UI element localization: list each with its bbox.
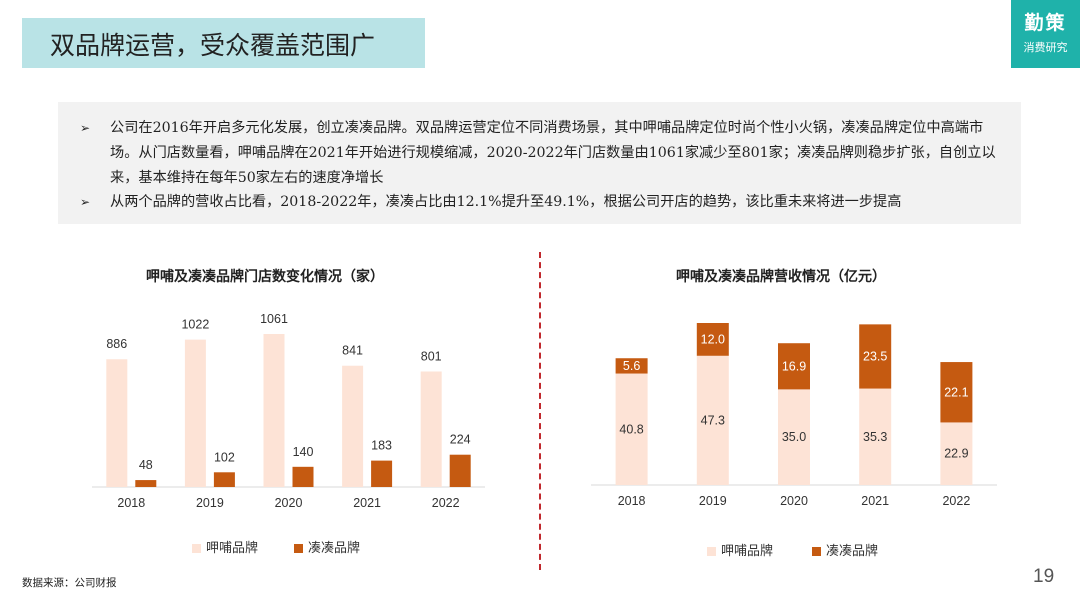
data-label-coucou-2021: 23.5: [863, 349, 887, 363]
revenue-chart: 40.8 5.6 2018 47.3 12.0 2019 35.0 16.9 2020 35.3 2…: [591, 323, 997, 508]
bar-coucou-2019: [213, 472, 235, 487]
data-label-coucou-2020: 140: [293, 445, 314, 459]
x-tick-2020: 2020: [275, 496, 303, 510]
bar-xiabu-2020: [778, 389, 810, 485]
page-number: 19: [1033, 566, 1055, 587]
bar-coucou-2020: [292, 466, 314, 487]
summary-box: ➢ 公司在2016年开启多元化发展，创立凑凑品牌。双品牌运营定位不同消费场景，其…: [58, 102, 1021, 224]
bar-coucou-2020: [778, 343, 810, 390]
brand-subtitle: 消费研究: [1023, 41, 1068, 54]
page-title: 双品牌运营，受众覆盖范围广: [50, 31, 376, 60]
bar-xiabu-2021: [859, 388, 892, 485]
data-label-coucou-2018: 5.6: [623, 359, 640, 373]
data-label-xiabu-2018: 886: [106, 337, 127, 351]
data-label-xiabu-2022: 801: [421, 349, 442, 363]
x-tick-2018: 2018: [117, 496, 145, 510]
x-tick-2021: 2021: [861, 494, 889, 508]
legend-swatch: [294, 544, 303, 553]
bar-xiabu-2021: [342, 365, 364, 487]
data-label-xiabu-2021: 841: [342, 344, 363, 358]
data-label-xiabu-2019: 47.3: [701, 413, 725, 427]
bar-coucou-2021: [371, 460, 393, 487]
bar-xiabu-2022: [940, 422, 973, 485]
bar-coucou-2018: [135, 480, 157, 487]
bar-xiabu-2020: [263, 334, 285, 487]
chart1-legend-coucou: 凑凑品牌: [294, 537, 360, 556]
x-tick-2019: 2019: [699, 494, 727, 508]
chart1-title: 呷哺及凑凑品牌门店数变化情况（家）: [146, 269, 384, 285]
data-label-xiabu-2020: 1061: [260, 312, 288, 326]
data-label-coucou-2019: 12.0: [701, 332, 725, 346]
data-source-note: 数据来源：公司财报: [22, 577, 117, 589]
legend-swatch: [812, 547, 821, 556]
data-label-xiabu-2022: 22.9: [944, 447, 968, 461]
legend-swatch: [192, 544, 201, 553]
data-label-xiabu-2018: 40.8: [619, 422, 643, 436]
bar-coucou-2019: [696, 323, 729, 356]
bar-xiabu-2022: [420, 371, 442, 487]
bar-coucou-2018: [615, 358, 648, 374]
bar-coucou-2021: [859, 324, 892, 389]
data-label-xiabu-2020: 35.0: [782, 430, 806, 444]
bar-xiabu-2019: [184, 339, 206, 487]
x-tick-2022: 2022: [432, 496, 460, 510]
chart2-legend-xiabu: 呷哺品牌: [707, 540, 773, 559]
data-label-coucou-2022: 22.1: [944, 385, 968, 399]
bar-xiabu-2019: [696, 355, 729, 485]
x-tick-2019: 2019: [196, 496, 224, 510]
legend-swatch: [707, 547, 716, 556]
bar-coucou-2022: [449, 454, 471, 487]
data-label-coucou-2019: 102: [214, 450, 235, 464]
bar-coucou-2022: [940, 362, 973, 423]
x-tick-2022: 2022: [942, 494, 970, 508]
brand-logo: 勤策 消费研究: [1011, 0, 1080, 68]
chart2-title: 呷哺及凑凑品牌营收情况（亿元）: [676, 269, 886, 285]
chart1-legend-xiabu: 呷哺品牌: [192, 537, 258, 556]
data-label-xiabu-2019: 1022: [181, 318, 209, 332]
summary-text-2: 从两个品牌的营收占比看，2018-2022年，凑凑占比由12.1%提升至49.1…: [110, 194, 902, 210]
data-label-coucou-2020: 16.9: [782, 359, 806, 373]
data-label-coucou-2018: 48: [139, 458, 153, 472]
summary-text-1: 公司在2016年开启多元化发展，创立凑凑品牌。双品牌运营定位不同消费场景，其中呷…: [110, 120, 996, 186]
brand-name: 勤策: [1024, 12, 1067, 34]
x-tick-2021: 2021: [353, 496, 381, 510]
arrow-bullet-icon: ➢: [80, 195, 91, 209]
chart2-legend-coucou: 凑凑品牌: [812, 540, 878, 559]
chart-divider: [539, 252, 541, 570]
bar-xiabu-2018: [106, 359, 128, 487]
arrow-bullet-icon: ➢: [80, 121, 91, 135]
data-label-xiabu-2021: 35.3: [863, 430, 887, 444]
bar-xiabu-2018: [615, 373, 648, 485]
x-tick-2018: 2018: [618, 494, 646, 508]
title-banner: 双品牌运营，受众覆盖范围广: [22, 18, 425, 68]
x-tick-2020: 2020: [780, 494, 808, 508]
store-count-chart: 886 48 2018 1022 102 2019 1061 140 2020 841 183 202…: [92, 312, 485, 510]
data-label-coucou-2022: 224: [450, 433, 471, 447]
data-label-coucou-2021: 183: [371, 439, 392, 453]
